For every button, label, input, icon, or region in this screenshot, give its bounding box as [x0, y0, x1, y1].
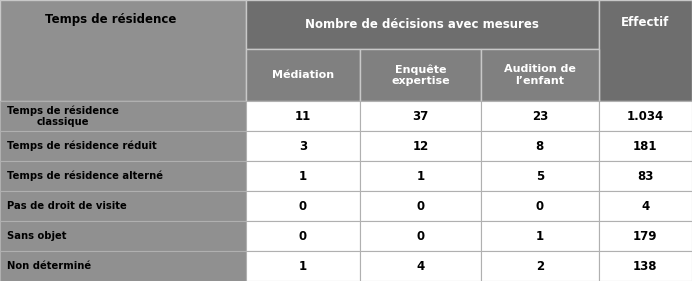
Text: 1: 1 [299, 170, 307, 183]
Text: Nombre de décisions avec mesures: Nombre de décisions avec mesures [305, 18, 539, 31]
Text: 1: 1 [299, 260, 307, 273]
Bar [246, 161, 360, 191]
Bar [360, 101, 481, 131]
Bar [481, 101, 599, 131]
Bar [481, 251, 599, 281]
Bar [0, 221, 246, 251]
Text: 4: 4 [417, 260, 424, 273]
Bar [246, 101, 360, 131]
Text: 0: 0 [299, 230, 307, 243]
Bar [599, 0, 692, 101]
Bar [246, 0, 599, 49]
Text: 0: 0 [536, 200, 544, 212]
Text: Temps de résidence
classique: Temps de résidence classique [7, 105, 119, 127]
Bar [599, 221, 692, 251]
Text: 83: 83 [637, 170, 653, 183]
Text: 11: 11 [295, 110, 311, 123]
Bar [0, 131, 246, 161]
Bar [360, 191, 481, 221]
Bar [481, 221, 599, 251]
Bar [0, 161, 246, 191]
Bar [599, 161, 692, 191]
Bar [246, 191, 360, 221]
Bar [599, 251, 692, 281]
Bar [360, 49, 481, 101]
Text: 1.034: 1.034 [627, 110, 664, 123]
Text: 181: 181 [633, 140, 657, 153]
Text: 138: 138 [633, 260, 657, 273]
Text: Sans objet: Sans objet [7, 231, 66, 241]
Bar [360, 161, 481, 191]
Bar [0, 101, 246, 131]
Bar [246, 251, 360, 281]
Text: 2: 2 [536, 260, 544, 273]
Text: 4: 4 [641, 200, 649, 212]
Text: 37: 37 [412, 110, 428, 123]
Text: Audition de
l’enfant: Audition de l’enfant [504, 64, 576, 86]
Bar [0, 251, 246, 281]
Bar [481, 161, 599, 191]
Text: Temps de résidence réduit: Temps de résidence réduit [7, 141, 156, 151]
Text: 0: 0 [417, 200, 424, 212]
Bar [360, 131, 481, 161]
Bar [246, 221, 360, 251]
Text: 179: 179 [633, 230, 657, 243]
Text: 5: 5 [536, 170, 544, 183]
Text: 1: 1 [536, 230, 544, 243]
Bar [246, 131, 360, 161]
Bar [0, 0, 246, 101]
Bar [481, 49, 599, 101]
Bar [481, 191, 599, 221]
Text: Temps de résidence: Temps de résidence [45, 13, 176, 26]
Text: Effectif: Effectif [621, 16, 669, 29]
Bar [599, 101, 692, 131]
Text: 0: 0 [417, 230, 424, 243]
Bar [0, 191, 246, 221]
Text: 12: 12 [412, 140, 428, 153]
Bar [599, 191, 692, 221]
Bar [360, 251, 481, 281]
Text: Pas de droit de visite: Pas de droit de visite [7, 201, 127, 211]
Text: Non déterminé: Non déterminé [7, 261, 91, 271]
Bar [360, 221, 481, 251]
Text: 23: 23 [531, 110, 548, 123]
Text: 3: 3 [299, 140, 307, 153]
Bar [481, 131, 599, 161]
Text: Médiation: Médiation [272, 70, 334, 80]
Text: Temps de résidence alterné: Temps de résidence alterné [7, 171, 163, 181]
Bar [246, 49, 360, 101]
Text: 0: 0 [299, 200, 307, 212]
Text: 8: 8 [536, 140, 544, 153]
Text: 1: 1 [417, 170, 424, 183]
Bar [599, 131, 692, 161]
Text: Enquête
expertise: Enquête expertise [391, 64, 450, 86]
